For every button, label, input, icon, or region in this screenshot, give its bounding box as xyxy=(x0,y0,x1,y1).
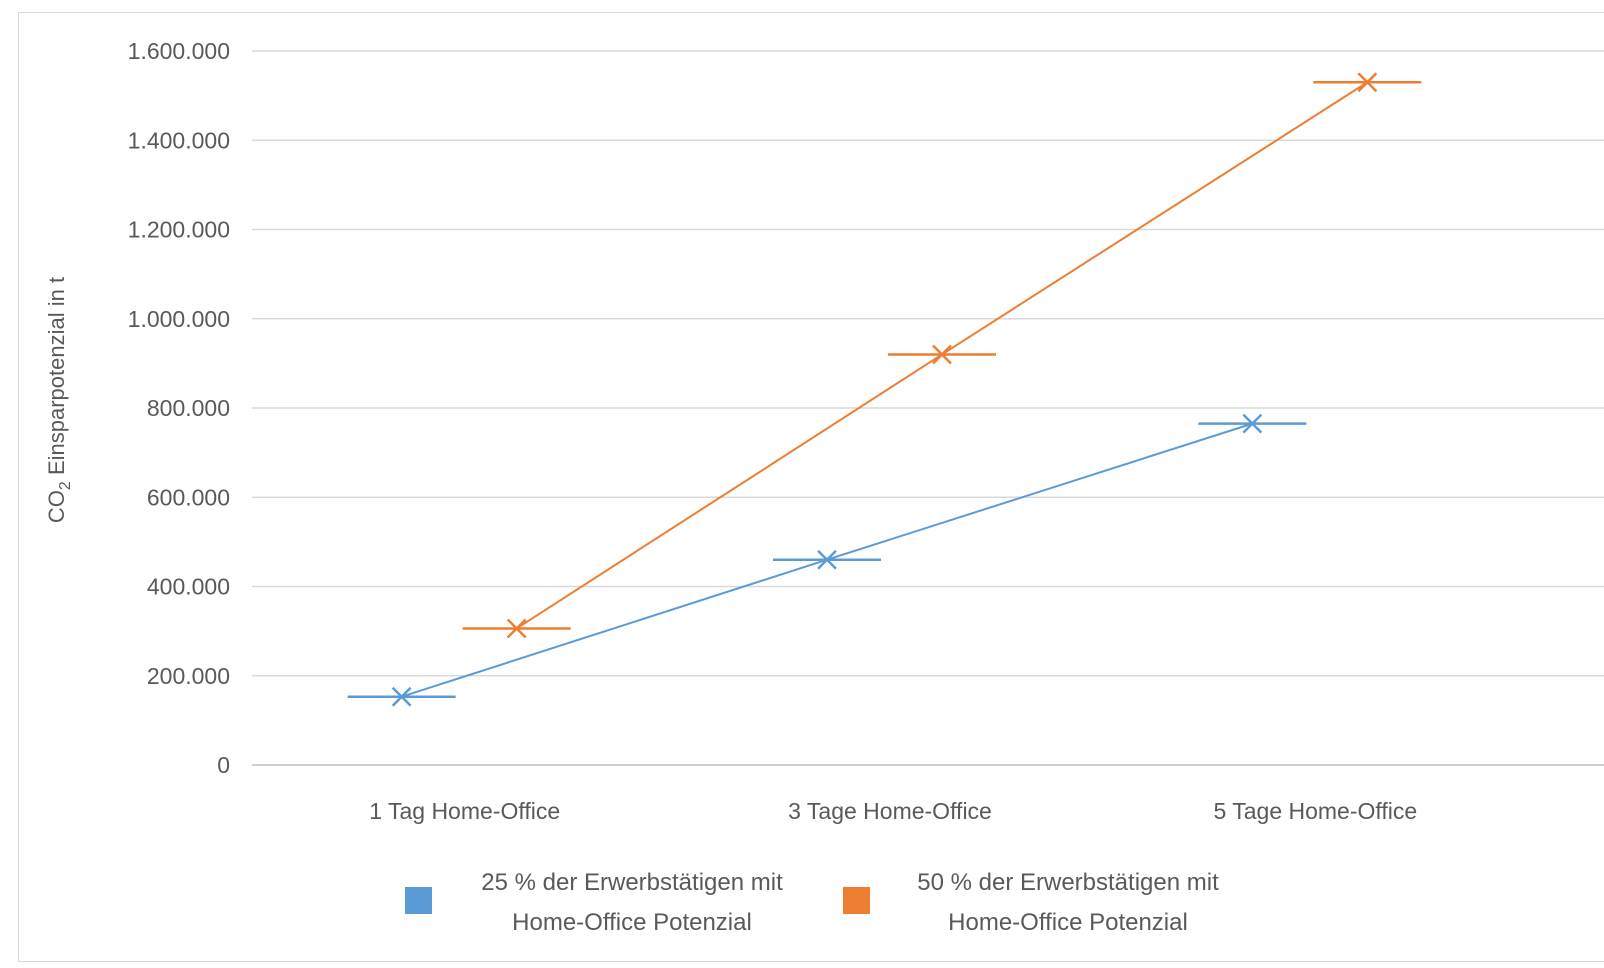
y-tick-label: 800.000 xyxy=(147,395,230,421)
y-tick-label: 1.000.000 xyxy=(128,306,230,332)
legend-label: 50 % der Erwerbstätigen mit xyxy=(917,869,1219,896)
y-axis-title-suffix: Einsparpotenzial in t xyxy=(44,277,69,481)
chart-frame xyxy=(18,12,1604,962)
data-point xyxy=(347,686,456,707)
y-tick-label: 0 xyxy=(217,752,230,778)
series-group xyxy=(347,72,1422,707)
marker-x xyxy=(1357,72,1378,93)
marker-x xyxy=(817,549,837,570)
y-tick-label: 400.000 xyxy=(147,574,230,600)
data-point xyxy=(888,344,996,365)
legend: 25 % der Erwerbstätigen mit Home-Office P… xyxy=(405,869,1219,936)
legend-label: Home-Office Potenzial xyxy=(948,909,1188,936)
data-point xyxy=(462,618,571,639)
y-tick-label: 1.200.000 xyxy=(128,217,230,243)
x-tick-labels: 1 Tag Home-Office 3 Tage Home-Office 5 Tag… xyxy=(369,798,1417,824)
marker-x xyxy=(1242,413,1263,434)
y-axis-title: CO2 Einsparpotenzial in t xyxy=(44,277,74,523)
data-point xyxy=(1198,413,1307,434)
y-tick-labels: 0 200.000 400.000 600.000 800.000 1.000.000 1.… xyxy=(128,38,230,778)
y-tick-label: 200.000 xyxy=(147,663,230,689)
x-tick-label: 1 Tag Home-Office xyxy=(369,798,560,824)
x-tick-label: 3 Tage Home-Office xyxy=(788,798,992,824)
legend-label: 25 % der Erwerbstätigen mit xyxy=(481,869,783,896)
legend-swatch xyxy=(405,887,432,914)
y-axis-title-prefix: CO xyxy=(44,490,69,523)
gridlines xyxy=(252,50,1604,766)
legend-swatch xyxy=(843,887,870,914)
y-axis-title-subscript: 2 xyxy=(57,481,74,490)
marker-x xyxy=(506,618,527,639)
legend-label: Home-Office Potenzial xyxy=(512,909,752,936)
marker-x xyxy=(932,344,952,365)
y-tick-label: 1.400.000 xyxy=(128,127,230,153)
y-tick-label: 600.000 xyxy=(147,484,230,510)
x-tick-label: 5 Tage Home-Office xyxy=(1213,798,1417,824)
y-tick-label: 1.600.000 xyxy=(128,38,230,64)
data-point xyxy=(1313,72,1422,93)
data-point xyxy=(773,549,881,570)
marker-x xyxy=(391,686,412,707)
